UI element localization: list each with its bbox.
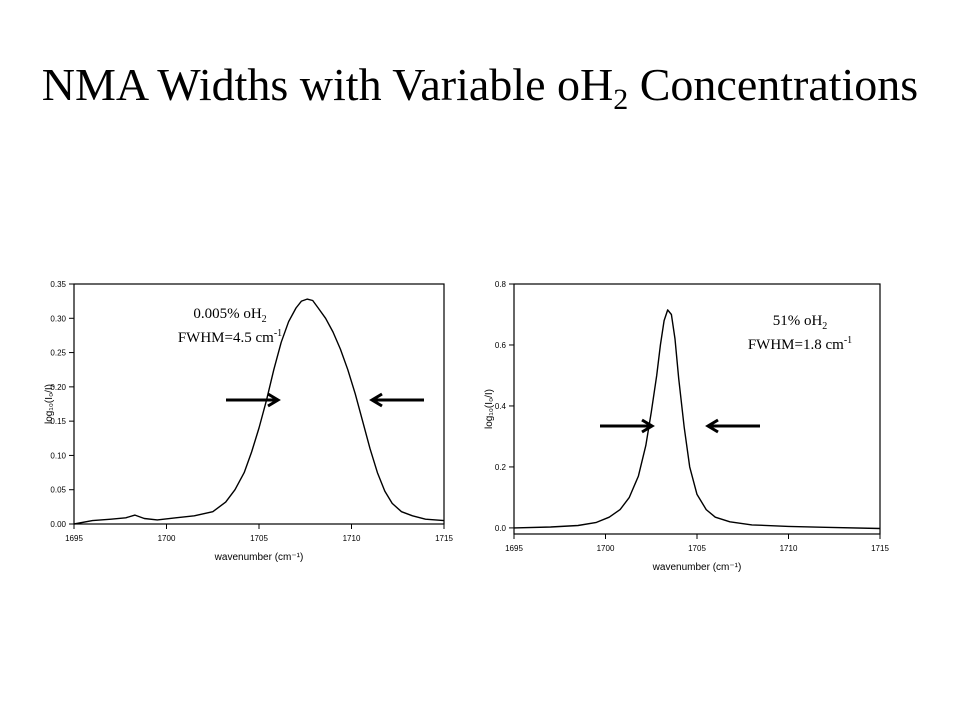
y-axis-label: log₁₀(I₀/I) — [44, 384, 55, 424]
y-tick-label: 0.05 — [50, 486, 66, 495]
x-tick-label: 1715 — [435, 534, 453, 543]
arrow-left-head — [369, 392, 383, 408]
x-tick-label: 1695 — [505, 544, 523, 553]
y-axis-label: log₁₀(I₀/I) — [484, 389, 495, 429]
y-tick-label: 0.20 — [50, 383, 66, 392]
y-tick-label: 0.15 — [50, 417, 66, 426]
y-tick-label: 0.8 — [495, 280, 507, 289]
x-tick-label: 1715 — [871, 544, 889, 553]
y-tick-label: 0.00 — [50, 520, 66, 529]
y-tick-label: 0.10 — [50, 451, 66, 460]
x-tick-label: 1700 — [158, 534, 176, 543]
y-tick-label: 0.35 — [50, 280, 66, 289]
y-tick-label: 0.25 — [50, 349, 66, 358]
y-tick-label: 0.6 — [495, 341, 507, 350]
x-tick-label: 1700 — [597, 544, 615, 553]
arrow-right-head — [641, 418, 655, 434]
y-tick-label: 0.30 — [50, 314, 66, 323]
y-tick-label: 0.0 — [495, 524, 507, 533]
slide-title: NMA Widths with Variable oH2 Concentrati… — [41, 59, 919, 116]
x-tick-label: 1695 — [65, 534, 83, 543]
fwhm-label: FWHM=4.5 cm-1 — [178, 328, 282, 346]
concentration-label: 51% oH2 — [773, 313, 828, 332]
x-axis-label: wavenumber (cm⁻¹) — [652, 562, 742, 573]
x-axis-label: wavenumber (cm⁻¹) — [214, 552, 304, 563]
x-tick-label: 1705 — [688, 544, 706, 553]
x-tick-label: 1710 — [343, 534, 361, 543]
fwhm-label: FWHM=1.8 cm-1 — [748, 335, 852, 353]
arrow-left-head — [705, 418, 719, 434]
x-tick-label: 1710 — [780, 544, 798, 553]
spectrum-line — [513, 309, 881, 530]
spectrum-line — [73, 298, 445, 525]
x-tick-label: 1705 — [250, 534, 268, 543]
chart-low-concentration: 1695 1700 1705 1710 1715 0.00 0.05 0.10 0.15 0.20… — [44, 280, 453, 563]
chart-high-concentration: 1695 1700 1705 1710 1715 0.0 0.2 0.4 0.6 0.8 waven… — [484, 280, 889, 573]
concentration-label: 0.005% oH2 — [193, 306, 266, 325]
arrow-right-head — [267, 392, 281, 408]
y-tick-label: 0.4 — [495, 402, 507, 411]
y-tick-label: 0.2 — [495, 463, 507, 472]
